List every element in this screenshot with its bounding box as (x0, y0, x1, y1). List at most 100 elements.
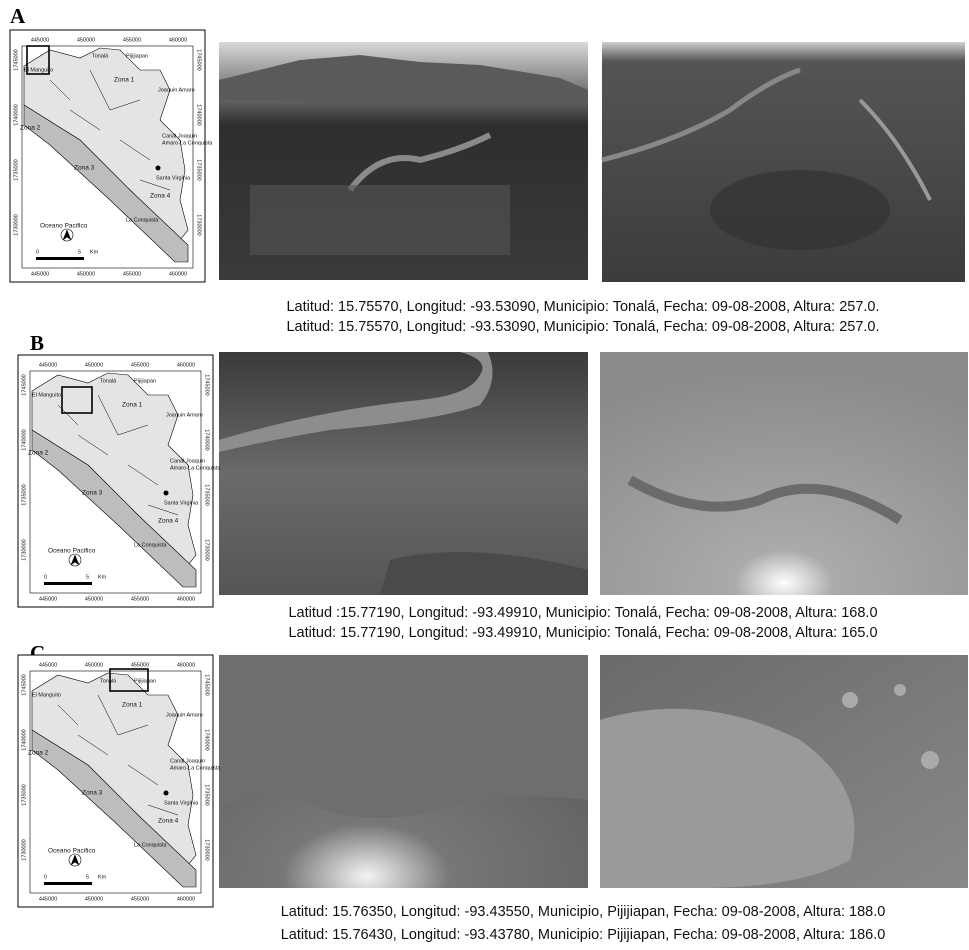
map-tick-label: 450000 (85, 896, 103, 902)
map-tick-label: 1735000 (204, 784, 210, 805)
map-label: Zona 2 (20, 125, 41, 132)
map-label: Amaro-La Conquista (170, 465, 221, 471)
panel-label: B (30, 331, 44, 355)
map-tick-label: 450000 (77, 37, 95, 43)
map-tick-label: 1745000 (196, 49, 202, 70)
caption: Latitud :15.77190, Longitud: -93.49910, … (288, 605, 877, 621)
map-label: El Manguito (32, 392, 61, 398)
figure: A 445000 445000 450000 450000 455000 455000 460… (0, 0, 969, 945)
map-tick-label: 450000 (85, 662, 103, 668)
map-label: Amaro-La Conquista (162, 140, 213, 146)
map-point (164, 791, 169, 796)
map-label: Zona 3 (74, 165, 95, 172)
map-tick-label: 445000 (31, 271, 49, 277)
map-tick-label: 1730000 (196, 214, 202, 235)
map-tick-label: 1745000 (21, 674, 27, 695)
page: Figure html, body { margin: 0; padding: … (0, 0, 969, 945)
map-label: Pijijiapan (134, 678, 156, 684)
map-label: Zona 2 (28, 450, 49, 457)
map-label: El Manguito (32, 692, 61, 698)
map-tick-label: 460000 (177, 896, 195, 902)
photo (600, 655, 968, 888)
map-tick-label: 1730000 (204, 539, 210, 560)
map-label: 5 (86, 574, 89, 580)
map-tick-label: 1730000 (21, 839, 27, 860)
map-tick-label: 1740000 (21, 729, 27, 750)
map-label: Joaquin Amaro (166, 412, 203, 418)
map-label: Canal Joaquin (162, 133, 197, 139)
map-label: Tonalá (100, 678, 117, 684)
map: 4450004450004500004500004550004550004600… (18, 655, 221, 907)
map-point (164, 491, 169, 496)
map-tick-label: 450000 (85, 362, 103, 368)
page-body: {"panels": [ {"label": "A", "captions": … (0, 0, 969, 945)
caption: Latitud: 15.76430, Longitud: -93.43780, … (281, 927, 886, 943)
photo (219, 42, 588, 280)
map-label: 0 (36, 249, 39, 255)
map-label: Zona 1 (122, 402, 143, 409)
map-label: Zona 4 (158, 518, 179, 525)
map-tick-label: 1730000 (204, 839, 210, 860)
photo (219, 352, 588, 595)
panel-label: A (10, 4, 26, 28)
caption: Latitud: 15.76350, Longitud: -93.43550, … (281, 904, 886, 920)
map-label: El Manguito (24, 67, 53, 73)
map-tick-label: 450000 (85, 596, 103, 602)
map-tick-label: 460000 (169, 37, 187, 43)
map-label: Santa Virginia (164, 500, 199, 506)
map-tick-label: 455000 (131, 596, 149, 602)
map-tick-label: 455000 (131, 362, 149, 368)
map-label: Zona 3 (82, 490, 103, 497)
map-tick-label: 455000 (131, 662, 149, 668)
map-tick-label: 1745000 (204, 374, 210, 395)
map-label: Canal Joaquin (170, 458, 205, 464)
map-label: Km (98, 874, 107, 880)
map-point (156, 166, 161, 171)
map-label: La Conquista (126, 217, 159, 223)
map-label: Santa Virginia (164, 800, 199, 806)
map-label: 0 (44, 874, 47, 880)
map-tick-label: 1745000 (13, 49, 19, 70)
map-tick-label: 450000 (77, 271, 95, 277)
photo (219, 655, 588, 888)
map-tick-label: 1735000 (21, 484, 27, 505)
scale-bar (44, 582, 92, 585)
map-label: Zona 4 (158, 818, 179, 825)
caption: Latitud: 15.77190, Longitud: -93.49910, … (288, 625, 877, 641)
map-label: Oceano Pacifico (48, 548, 96, 555)
photo (600, 352, 968, 595)
map-tick-label: 1730000 (21, 539, 27, 560)
map-label: Tonalá (92, 53, 109, 59)
map-label: Tonalá (100, 378, 117, 384)
map-tick-label: 1745000 (204, 674, 210, 695)
map-tick-label: 1740000 (196, 104, 202, 125)
map-label: Pijijiapan (134, 378, 156, 384)
map-label: Oceano Pacifico (48, 848, 96, 855)
map-tick-label: 460000 (177, 596, 195, 602)
scale-bar (36, 257, 84, 260)
map-label: Zona 1 (122, 702, 143, 709)
scale-bar (44, 882, 92, 885)
map-tick-label: 445000 (31, 37, 49, 43)
map-tick-label: 1740000 (204, 429, 210, 450)
map-tick-label: 460000 (169, 271, 187, 277)
map-tick-label: 445000 (39, 596, 57, 602)
map-tick-label: 1735000 (196, 159, 202, 180)
map-tick-label: 445000 (39, 896, 57, 902)
map-tick-label: 1735000 (21, 784, 27, 805)
map-label: Pijijiapan (126, 53, 148, 59)
map-label: 5 (78, 249, 81, 255)
map-tick-label: 455000 (123, 271, 141, 277)
map-tick-label: 1730000 (13, 214, 19, 235)
map: 4450004450004500004500004550004550004600… (18, 355, 221, 607)
map-tick-label: 1740000 (204, 729, 210, 750)
photo (602, 42, 965, 282)
map-label: 5 (86, 874, 89, 880)
caption: Latitud: 15.75570, Longitud: -93.53090, … (286, 319, 879, 335)
map-label: Km (98, 574, 107, 580)
map-label: La Conquista (134, 842, 167, 848)
map-tick-label: 455000 (123, 37, 141, 43)
map-label: Km (90, 249, 99, 255)
map-label: Zona 2 (28, 750, 49, 757)
map-label: Oceano Pacifico (40, 223, 88, 230)
